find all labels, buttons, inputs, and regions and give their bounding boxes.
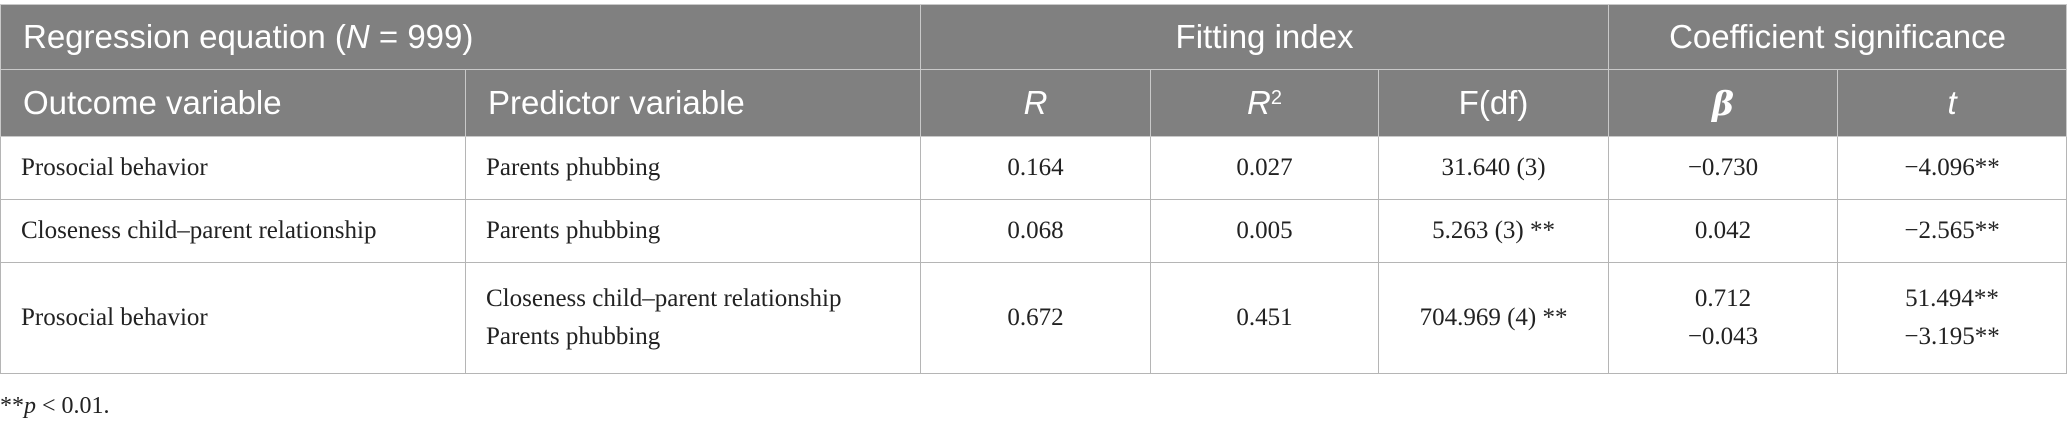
- table-row: Closeness child–parent relationship Pare…: [0, 199, 2067, 263]
- header-r-squared: R2: [1150, 69, 1380, 137]
- header-r: R: [920, 69, 1152, 137]
- cell-t: −4.096**: [1837, 136, 2067, 200]
- header-r-label: R: [1023, 84, 1048, 121]
- header-f-df: F(df): [1378, 69, 1610, 137]
- header-fitting-index: Fitting index: [920, 4, 1610, 70]
- header-beta: β: [1608, 69, 1839, 137]
- table-header: Regression equation (N = 999) Fitting in…: [0, 4, 2067, 137]
- cell-beta: −0.730: [1608, 136, 1839, 200]
- header-regression-n: N: [345, 18, 370, 55]
- cell-outcome: Prosocial behavior: [0, 136, 466, 200]
- cell-t: 51.494** −3.195**: [1837, 262, 2067, 374]
- footnote-text: < 0.01.: [36, 393, 110, 419]
- header-regression-suffix: = 999): [369, 18, 474, 55]
- cell-beta-line: 0.712: [1694, 285, 1752, 312]
- header-outcome-variable: Outcome variable: [0, 69, 466, 137]
- cell-t-line: −3.195**: [1904, 323, 2000, 350]
- cell-outcome: Closeness child–parent relationship: [0, 199, 466, 263]
- table-row: Prosocial behavior Parents phubbing 0.16…: [0, 136, 2067, 200]
- regression-table: Regression equation (N = 999) Fitting in…: [0, 4, 2067, 374]
- header-predictor-variable: Predictor variable: [464, 69, 922, 137]
- cell-outcome: Prosocial behavior: [0, 262, 466, 374]
- header-column-row: Outcome variable Predictor variable R R2…: [0, 69, 2067, 137]
- cell-r: 0.068: [920, 199, 1152, 263]
- cell-r: 0.672: [920, 262, 1152, 374]
- header-regression-prefix: Regression equation (: [23, 18, 346, 55]
- cell-predictor-line: Parents phubbing: [486, 323, 661, 350]
- header-beta-label: β: [1712, 83, 1734, 123]
- cell-predictor: Parents phubbing: [464, 136, 922, 200]
- cell-beta: 0.712 −0.043: [1608, 262, 1839, 374]
- header-t-label: t: [1947, 84, 1957, 121]
- cell-r-squared: 0.005: [1150, 199, 1380, 263]
- header-group-row: Regression equation (N = 999) Fitting in…: [0, 4, 2067, 70]
- cell-r-squared: 0.451: [1150, 262, 1380, 374]
- cell-f-df: 31.640 (3): [1378, 136, 1610, 200]
- header-t: t: [1837, 69, 2067, 137]
- footnote-p: p: [24, 393, 36, 419]
- cell-r-squared: 0.027: [1150, 136, 1380, 200]
- cell-t: −2.565**: [1837, 199, 2067, 263]
- cell-t-line: 51.494**: [1905, 285, 1999, 312]
- header-coefficient-significance: Coefficient significance: [1608, 4, 2067, 70]
- cell-f-df: 5.263 (3) **: [1378, 199, 1610, 263]
- cell-predictor: Closeness child–parent relationship Pare…: [464, 262, 922, 374]
- table-row: Prosocial behavior Closeness child–paren…: [0, 262, 2067, 374]
- table-footnote: **p < 0.01.: [0, 393, 110, 420]
- header-r-squared-sup: 2: [1270, 87, 1282, 109]
- cell-predictor: Parents phubbing: [464, 199, 922, 263]
- cell-predictor-line: Closeness child–parent relationship: [486, 285, 842, 312]
- cell-r: 0.164: [920, 136, 1152, 200]
- cell-beta-line: −0.043: [1687, 323, 1759, 350]
- header-r-squared-base: R: [1247, 84, 1271, 121]
- header-regression-equation: Regression equation (N = 999): [0, 4, 922, 70]
- table-body: Prosocial behavior Parents phubbing 0.16…: [0, 136, 2067, 374]
- footnote-stars: **: [0, 393, 24, 419]
- cell-beta: 0.042: [1608, 199, 1839, 263]
- cell-f-df: 704.969 (4) **: [1378, 262, 1610, 374]
